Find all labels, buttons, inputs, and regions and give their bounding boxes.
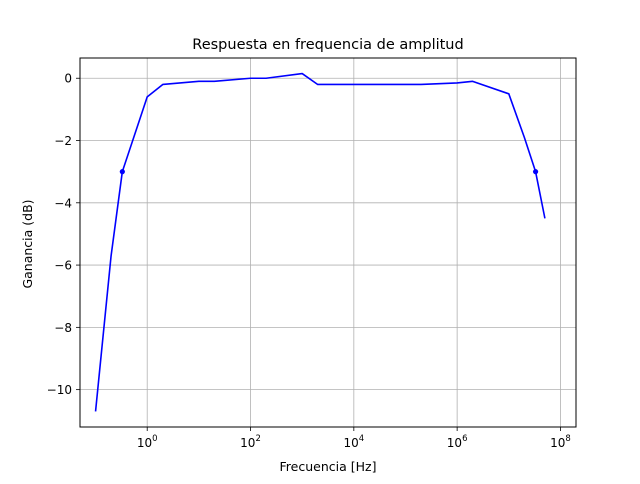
- y-tick-label: 0: [64, 72, 72, 86]
- y-tick-label: −4: [54, 196, 72, 210]
- x-tick-label: 102: [240, 434, 261, 450]
- x-tick-label: 106: [447, 434, 468, 450]
- series-layer: [94, 72, 546, 412]
- x-axis-label: Frecuencia [Hz]: [280, 459, 377, 474]
- chart-title: Respuesta en frequencia de amplitud: [192, 37, 463, 53]
- x-tick-label: 104: [343, 434, 364, 450]
- x-tick-label: 108: [550, 434, 571, 450]
- axes-frame: [79, 57, 577, 428]
- y-tick-label: −8: [54, 321, 72, 335]
- y-axis: 0 −2 −4 −6 −8 −10: [47, 72, 80, 397]
- y-axis-label: Ganancia (dB): [20, 199, 35, 288]
- y-tick-label: −2: [54, 134, 72, 148]
- y-tick-label: −10: [47, 383, 72, 397]
- x-axis: 100 102 104 106 108: [137, 427, 571, 450]
- cutoff-marker: [532, 169, 539, 175]
- x-tick-label: 100: [137, 434, 158, 450]
- cutoff-marker: [119, 169, 125, 175]
- series-line: [94, 72, 546, 412]
- grid: [80, 58, 576, 427]
- y-tick-label: −6: [54, 259, 72, 273]
